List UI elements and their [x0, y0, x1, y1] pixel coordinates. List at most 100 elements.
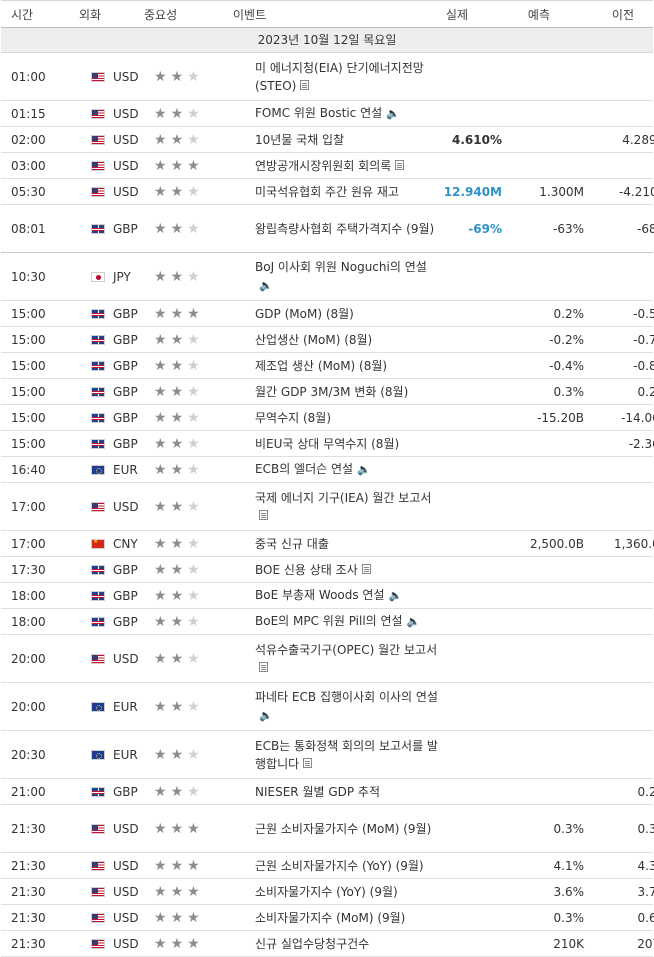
speaker-icon[interactable]: 🔈 — [357, 462, 371, 476]
event-name[interactable]: 제조업 생산 (MoM) (8월) — [255, 359, 391, 373]
event-cell[interactable]: 산업생산 (MoM) (8월) — [243, 331, 441, 349]
event-title[interactable]: ECB는 통화정책 회의의 보고서를 발행합니다 — [255, 738, 438, 771]
event-title[interactable]: ECB의 엘더슨 연설 — [255, 462, 354, 477]
event-cell[interactable]: GDP (MoM) (8월) — [243, 305, 441, 323]
event-name[interactable]: 왕립측량사협회 주택가격지수 (9월) — [255, 222, 438, 236]
event-title[interactable]: 소비자물가지수 (MoM) (9월) — [255, 910, 406, 925]
event-cell[interactable]: 신규 실업수당청구건수 — [243, 935, 441, 953]
event-row[interactable]: 03:00 USD ★ ★ ★ 연방공개시장위원회 회의록 — [1, 153, 653, 179]
event-name[interactable]: 중국 신규 대출 — [255, 537, 333, 551]
event-name[interactable]: 미 에너지청(EIA) 단기에너지전망(STEO) — [255, 61, 424, 93]
event-name[interactable]: BOE 신용 상태 조사 — [255, 563, 375, 577]
event-title[interactable]: 미국석유협회 주간 원유 재고 — [255, 184, 399, 199]
event-cell[interactable]: ECB는 통화정책 회의의 보고서를 발행합니다 — [243, 737, 441, 773]
event-title[interactable]: 연방공개시장위원회 회의록 — [255, 158, 392, 173]
document-icon[interactable] — [259, 662, 268, 672]
event-row[interactable]: 20:00 USD ★ ★ ★ 석유수출국기구(OPEC) 월간 보고서 — [1, 635, 653, 683]
header-actual[interactable]: 실제 — [445, 7, 468, 22]
event-title[interactable]: 국제 에너지 기구(IEA) 월간 보고서 — [255, 490, 432, 505]
event-title[interactable]: BoE 부총재 Woods 연설 — [255, 588, 385, 603]
event-name[interactable]: 월간 GDP 3M/3M 변화 (8월) — [255, 385, 412, 399]
event-name[interactable]: GDP (MoM) (8월) — [255, 307, 358, 321]
event-title[interactable]: 월간 GDP 3M/3M 변화 (8월) — [255, 384, 409, 399]
event-cell[interactable]: 미 에너지청(EIA) 단기에너지전망(STEO) — [243, 59, 441, 95]
event-name[interactable]: 근원 소비자물가지수 (MoM) (9월) — [255, 822, 435, 836]
event-title[interactable]: 무역수지 (8월) — [255, 410, 332, 425]
event-row[interactable]: 16:40 EUR ★ ★ ★ ECB의 엘더슨 연설 🔈 — [1, 457, 653, 483]
event-name[interactable]: 연방공개시장위원회 회의록 — [255, 159, 408, 173]
event-name[interactable]: ECB의 엘더슨 연설 🔈 — [255, 462, 375, 476]
event-cell[interactable]: 월간 GDP 3M/3M 변화 (8월) — [243, 383, 441, 401]
event-row[interactable]: 01:15 USD ★ ★ ★ FOMC 위원 Bostic 연설 🔈 — [1, 101, 653, 127]
event-title[interactable]: FOMC 위원 Bostic 연설 — [255, 106, 383, 121]
event-title[interactable]: 파네타 ECB 집행이사회 이사의 연설 — [255, 690, 438, 705]
event-title[interactable]: 석유수출국기구(OPEC) 월간 보고서 — [255, 642, 438, 657]
event-name[interactable]: 미국석유협회 주간 원유 재고 — [255, 185, 403, 199]
event-title[interactable]: 왕립측량사협회 주택가격지수 (9월) — [255, 221, 435, 236]
speaker-icon[interactable]: 🔈 — [406, 614, 421, 628]
event-name[interactable]: 근원 소비자물가지수 (YoY) (9월) — [255, 859, 428, 873]
event-row[interactable]: 17:00CNY★★★중국 신규 대출2,500.0B1,360.0B — [1, 531, 654, 557]
event-name[interactable]: BoE의 MPC 위원 Pill의 연설 🔈 — [255, 614, 424, 628]
header-currency[interactable]: 외화 — [79, 7, 102, 22]
header-event[interactable]: 이벤트 — [233, 7, 267, 22]
event-title[interactable]: GDP (MoM) (8월) — [255, 306, 354, 321]
event-cell[interactable]: NIESER 월별 GDP 추적 — [243, 783, 441, 801]
event-name[interactable]: 신규 실업수당청구건수 — [255, 937, 373, 951]
event-cell[interactable]: FOMC 위원 Bostic 연설 🔈 — [243, 104, 441, 123]
event-cell[interactable]: 중국 신규 대출 — [243, 535, 441, 553]
event-title[interactable]: NIESER 월별 GDP 추적 — [255, 784, 381, 799]
event-row[interactable]: 08:01 GBP ★ ★ ★ 왕립측량사협회 주택가격지수 (9월) -69% -63% -6… — [1, 205, 654, 253]
event-row[interactable]: 18:00 GBP ★ ★ ★ BoE 부총재 Woods 연설 🔈 — [1, 583, 653, 609]
event-title[interactable]: 10년물 국채 입찰 — [255, 132, 345, 147]
header-forecast[interactable]: 예측 — [527, 7, 550, 22]
event-cell[interactable]: 근원 소비자물가지수 (MoM) (9월) — [243, 820, 441, 838]
event-title[interactable]: 제조업 생산 (MoM) (8월) — [255, 358, 388, 373]
header-time[interactable]: 시간 — [11, 7, 34, 22]
event-title[interactable]: 소비자물가지수 (YoY) (9월) — [255, 884, 398, 899]
event-cell[interactable]: ECB의 엘더슨 연설 🔈 — [243, 460, 441, 479]
event-cell[interactable]: BoJ 이사회 위원 Noguchi의 연설 🔈 — [243, 258, 441, 295]
event-name[interactable]: 무역수지 (8월) — [255, 411, 335, 425]
event-name[interactable]: BoE 부총재 Woods 연설 🔈 — [255, 588, 406, 602]
event-name[interactable]: 석유수출국기구(OPEC) 월간 보고서 — [255, 643, 437, 675]
event-title[interactable]: 중국 신규 대출 — [255, 536, 329, 551]
event-cell[interactable]: 파네타 ECB 집행이사회 이사의 연설 🔈 — [243, 688, 441, 725]
event-name[interactable]: 소비자물가지수 (MoM) (9월) — [255, 911, 409, 925]
header-previous[interactable]: 이전 — [611, 7, 634, 22]
event-name[interactable]: 10년물 국채 입찰 — [255, 133, 348, 147]
event-title[interactable]: 미 에너지청(EIA) 단기에너지전망(STEO) — [255, 60, 424, 93]
event-name[interactable]: 소비자물가지수 (YoY) (9월) — [255, 885, 402, 899]
event-cell[interactable]: 비EU국 상대 무역수지 (8월) — [243, 435, 441, 453]
event-title[interactable]: BoJ 이사회 위원 Noguchi의 연설 — [255, 260, 427, 275]
document-icon[interactable] — [259, 510, 268, 520]
event-name[interactable]: BoJ 이사회 위원 Noguchi의 연설 🔈 — [255, 260, 427, 292]
event-cell[interactable]: 국제 에너지 기구(IEA) 월간 보고서 — [243, 489, 441, 525]
event-row[interactable]: 20:00 EUR ★ ★ ★ 파네타 ECB 집행이사회 이사의 연설🔈 — [1, 683, 653, 731]
document-icon[interactable] — [300, 80, 310, 90]
event-name[interactable]: FOMC 위원 Bostic 연설 🔈 — [255, 106, 404, 120]
event-cell[interactable]: 무역수지 (8월) — [243, 409, 441, 427]
event-title[interactable]: 근원 소비자물가지수 (YoY) (9월) — [255, 858, 424, 873]
event-cell[interactable]: BOE 신용 상태 조사 — [243, 561, 441, 579]
document-icon[interactable] — [361, 564, 371, 574]
event-cell[interactable]: 연방공개시장위원회 회의록 — [243, 157, 441, 175]
event-row[interactable]: 17:00 USD ★ ★ ★ 국제 에너지 기구(IEA) 월간 보고서 — [1, 483, 653, 531]
event-name[interactable]: ECB는 통화정책 회의의 보고서를 발행합니다 — [255, 739, 438, 771]
event-row[interactable]: 17:30 GBP ★ ★ ★ BOE 신용 상태 조사 — [1, 557, 653, 583]
event-cell[interactable]: 제조업 생산 (MoM) (8월) — [243, 357, 441, 375]
event-name[interactable]: 파네타 ECB 집행이사회 이사의 연설 🔈 — [255, 690, 438, 722]
event-cell[interactable]: BoE 부총재 Woods 연설 🔈 — [243, 586, 441, 605]
event-row[interactable]: 20:30 EUR ★ ★ ★ ECB는 통화정책 회의의 보고서를 발행합니다 — [1, 731, 653, 779]
event-name[interactable]: 비EU국 상대 무역수지 (8월) — [255, 437, 403, 451]
